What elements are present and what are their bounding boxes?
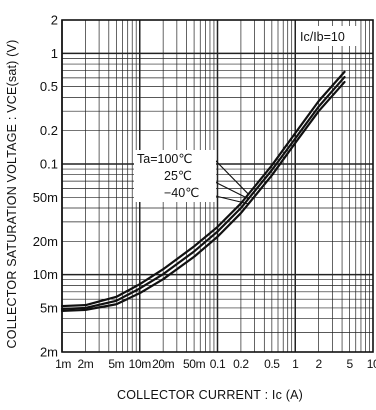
legend-leader-line <box>212 157 249 195</box>
y-axis-title: COLLECTOR SATURATION VOLTAGE : VCE(sat) … <box>5 40 19 349</box>
plot-frame <box>61 19 374 353</box>
x-tick-label: 0.2 <box>233 357 249 371</box>
x-tick-label: 0.1 <box>210 357 226 371</box>
y-tick-label: 5m <box>40 300 58 315</box>
series-line-25c <box>60 75 346 311</box>
y-tick-label: 10m <box>33 267 58 282</box>
series-line-100c <box>60 70 346 308</box>
annotation-label: Ic/Ib=10 <box>300 30 345 44</box>
x-tick-label: 2 <box>316 357 323 371</box>
x-tick-label: 20m <box>152 357 175 371</box>
x-tick-label: 2m <box>77 357 93 371</box>
y-tick-label: 50m <box>33 190 58 205</box>
y-tick-label: 0.2 <box>40 123 58 138</box>
x-tick-label: 50m <box>183 357 206 371</box>
y-tick-label: 2m <box>40 345 58 360</box>
x-tick-label: 5m <box>108 357 124 371</box>
x-axis-title: COLLECTOR CURRENT : Ic (A) <box>117 388 303 402</box>
series-line-minus40c <box>60 80 346 313</box>
x-tick-label: 5 <box>346 357 353 371</box>
x-tick-label: 1 <box>292 357 299 371</box>
y-tick-label: 1 <box>51 46 58 61</box>
y-tick-label: 0.5 <box>40 79 58 94</box>
y-tick-label: 2 <box>51 13 58 28</box>
legend-label-100c: Ta=100℃ <box>137 152 192 166</box>
x-tick-label: 0.5 <box>264 357 280 371</box>
y-tick-label: 0.1 <box>40 156 58 171</box>
legend-background <box>134 150 216 202</box>
y-tick-labels: 2m 5m 10m 20m 50m 0.1 0.2 0.5 1 2 <box>33 13 58 360</box>
series-layer <box>60 70 346 313</box>
legend-label-25c: 25℃ <box>164 169 192 183</box>
y-tick-label: 20m <box>33 234 58 249</box>
x-tick-label: 1m <box>55 357 71 371</box>
x-tick-label: 10m <box>129 357 152 371</box>
legend-label-minus40c: −40℃ <box>164 186 199 200</box>
annotation-box <box>296 26 360 46</box>
x-tick-label: 10 <box>367 357 376 371</box>
